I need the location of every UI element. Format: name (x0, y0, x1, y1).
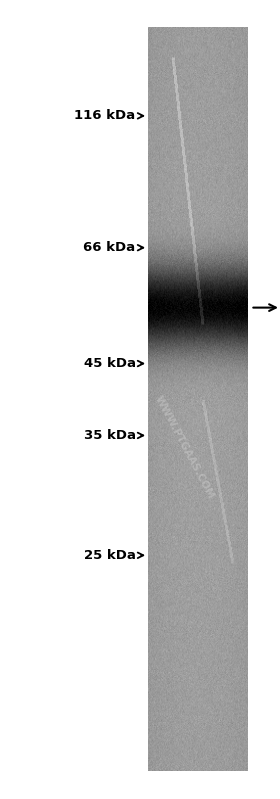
Text: WWW.PTGAAS.COM: WWW.PTGAAS.COM (153, 394, 216, 501)
Text: 45 kDa: 45 kDa (84, 357, 136, 370)
Text: 116 kDa: 116 kDa (74, 109, 136, 122)
Text: 35 kDa: 35 kDa (84, 429, 136, 442)
Text: 25 kDa: 25 kDa (84, 549, 136, 562)
Text: 66 kDa: 66 kDa (83, 241, 136, 254)
